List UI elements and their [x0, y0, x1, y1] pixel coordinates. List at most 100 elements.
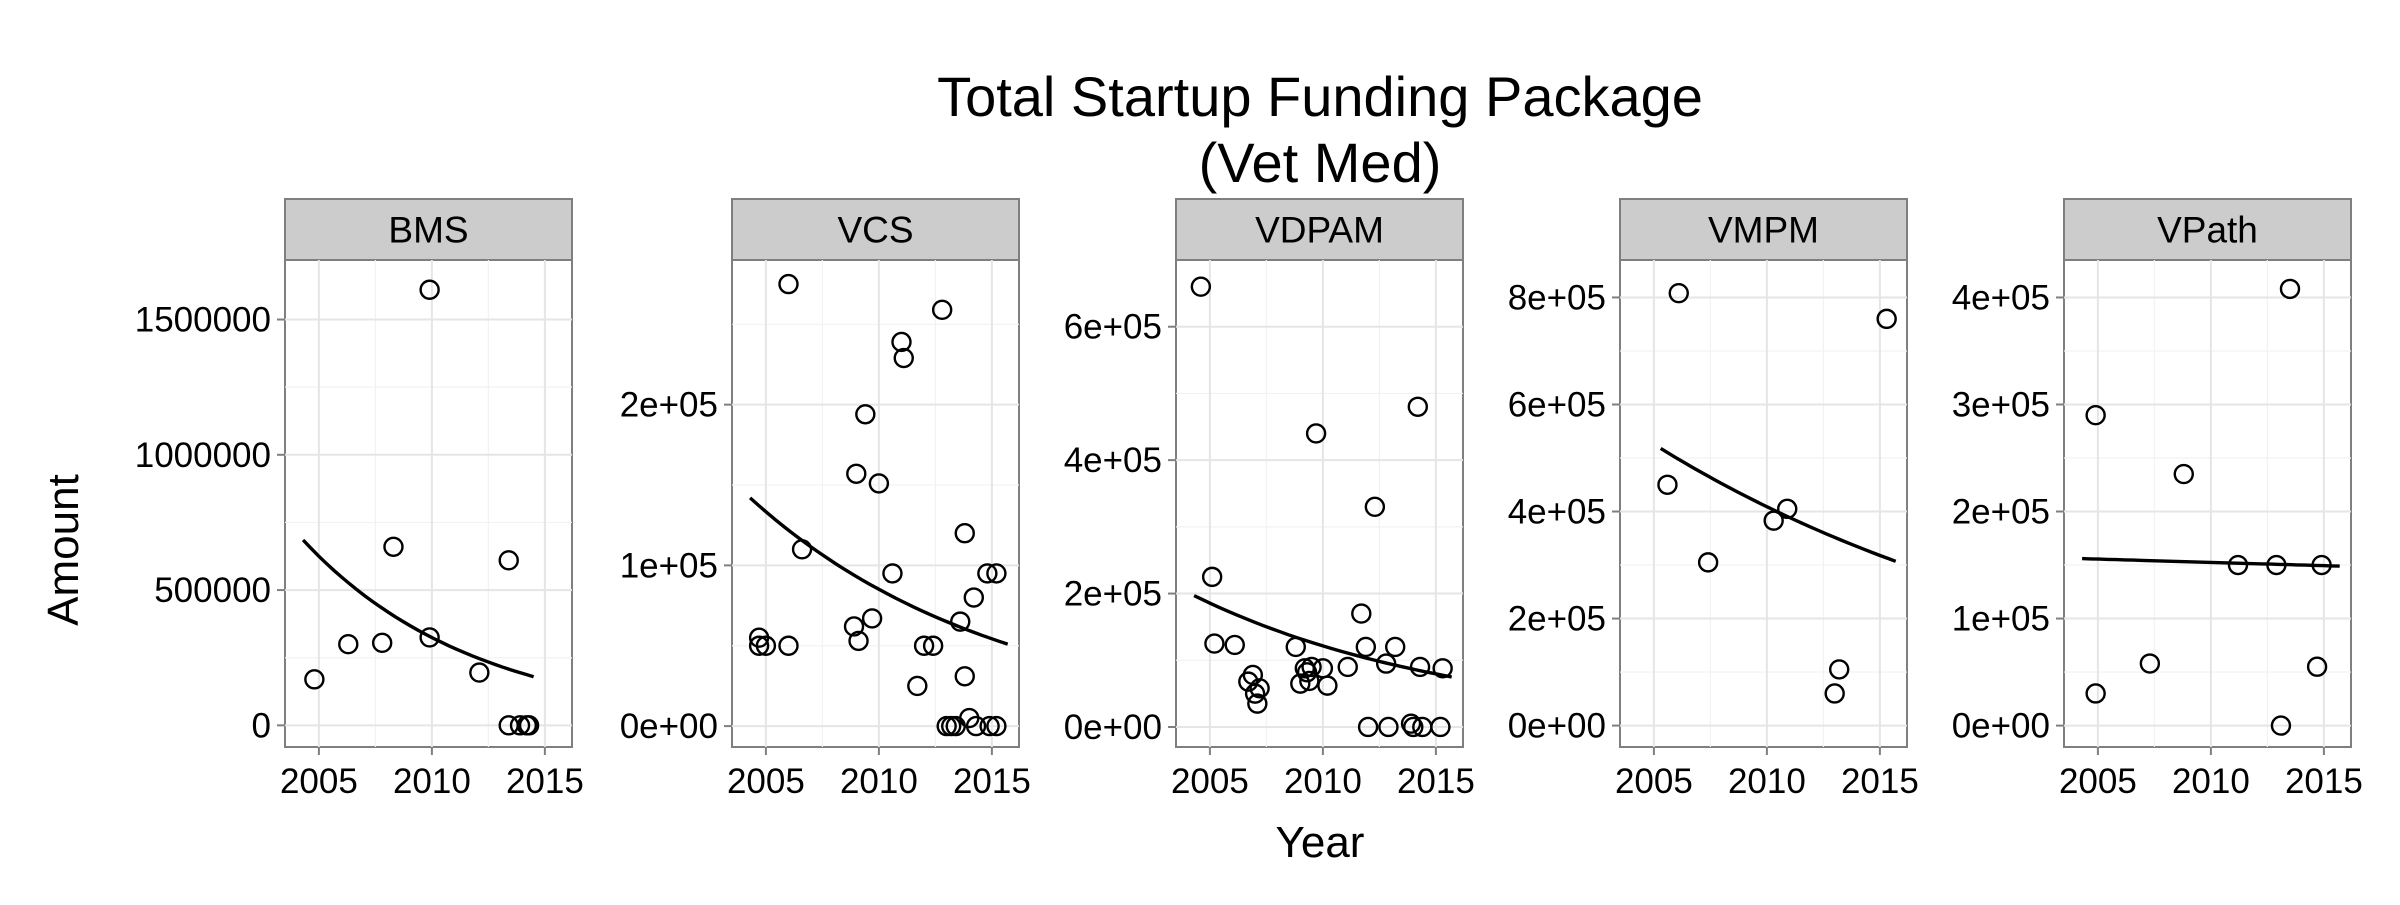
data-point — [963, 587, 985, 608]
y-tick-label: 0e+00 — [1952, 707, 2050, 746]
y-tick-label: 1e+05 — [620, 546, 718, 585]
data-point — [383, 536, 404, 557]
data-point — [419, 279, 440, 300]
data-point — [1430, 716, 1451, 738]
data-point — [509, 715, 531, 736]
y-tick-label: 2e+05 — [1508, 600, 1606, 639]
data-point — [1400, 713, 1422, 734]
chart-title-line-2: (Vet Med) — [1199, 131, 1442, 194]
data-point — [419, 627, 440, 648]
data-point — [304, 669, 325, 690]
data-point — [1305, 423, 1327, 444]
data-point — [1829, 659, 1850, 680]
y-tick-label: 4e+05 — [1952, 278, 2050, 317]
x-tick-label: 2010 — [393, 762, 471, 801]
data-point — [1285, 636, 1306, 658]
data-point — [2085, 683, 2106, 704]
data-point — [1876, 308, 1897, 330]
strip-background — [1175, 198, 1464, 261]
strip-background — [284, 198, 573, 261]
data-point — [977, 563, 998, 584]
trend-line — [1193, 594, 1453, 679]
data-point — [1190, 276, 1212, 297]
strip-label: VCS — [837, 210, 913, 251]
data-point — [1364, 496, 1386, 518]
data-point — [1378, 716, 1399, 738]
x-tick-label: 2010 — [1284, 762, 1362, 801]
panel-background — [2063, 259, 2352, 748]
data-point — [950, 611, 971, 632]
data-point — [1290, 673, 1311, 694]
data-point — [1244, 683, 1266, 704]
data-point — [1357, 716, 1379, 738]
data-point — [2227, 554, 2249, 576]
data-point — [931, 299, 953, 321]
x-tick-label: 2010 — [1728, 762, 1806, 801]
x-tick-label: 2005 — [727, 762, 805, 801]
y-tick-label: 2e+05 — [1952, 493, 2050, 532]
data-point — [986, 715, 1007, 737]
data-point — [2306, 656, 2328, 677]
y-tick-label: 2e+05 — [1064, 575, 1162, 614]
y-tick-label: 500000 — [154, 571, 271, 610]
data-point — [979, 715, 1000, 737]
data-point — [2139, 653, 2161, 674]
data-point — [1403, 716, 1424, 738]
x-tick-label: 2015 — [506, 762, 584, 801]
x-tick-label: 2015 — [953, 762, 1031, 801]
data-point — [861, 608, 883, 629]
data-point — [1317, 675, 1338, 696]
data-point — [748, 635, 770, 656]
data-point — [338, 633, 359, 655]
y-tick-label: 1000000 — [135, 436, 271, 475]
data-point — [1351, 603, 1372, 624]
panel-background — [284, 259, 573, 748]
data-point — [778, 273, 799, 295]
trend-line — [2082, 556, 2340, 568]
y-tick-label: 1e+05 — [1952, 600, 2050, 639]
strip-label: VDPAM — [1255, 210, 1384, 251]
data-point — [1375, 653, 1397, 674]
y-axis-title: Amount — [39, 474, 88, 626]
data-point — [1407, 396, 1429, 417]
data-point — [518, 715, 540, 736]
y-tick-label: 6e+05 — [1064, 308, 1162, 347]
x-tick-label: 2015 — [1397, 762, 1475, 801]
data-point — [1763, 510, 1784, 531]
x-tick-label: 2010 — [840, 762, 918, 801]
data-point — [2266, 554, 2287, 576]
data-point — [848, 630, 869, 652]
data-point — [855, 404, 876, 425]
facet-panels: BMS 2005 2010 2015 0 500000 1000000 1500000 VCS 2… — [135, 198, 2363, 801]
x-tick-label: 2005 — [280, 762, 358, 801]
data-point — [1337, 656, 1358, 678]
x-tick-label: 2015 — [2285, 762, 2363, 801]
data-point — [469, 662, 490, 683]
data-point — [1355, 636, 1377, 658]
panel-bms: BMS 2005 2010 2015 0 500000 1000000 1500000 — [135, 198, 584, 801]
data-point — [1824, 683, 1845, 704]
data-point — [922, 635, 944, 656]
strip-label: VPath — [2157, 210, 2258, 251]
data-point — [1201, 566, 1223, 588]
x-tick-label: 2005 — [1615, 762, 1693, 801]
data-point — [1657, 474, 1678, 495]
x-tick-label: 2005 — [1171, 762, 1249, 801]
data-point — [1299, 670, 1320, 692]
data-point — [2279, 278, 2301, 300]
data-point — [2270, 715, 2292, 736]
trend-line — [301, 538, 535, 679]
data-point — [1204, 633, 1225, 654]
y-tick-label: 0e+00 — [620, 707, 718, 746]
panel-background — [1175, 259, 1464, 748]
y-tick-label: 3e+05 — [1952, 385, 2050, 424]
data-point — [965, 715, 987, 737]
data-point — [371, 632, 393, 654]
data-point — [1301, 656, 1322, 678]
data-point — [1385, 636, 1406, 658]
data-point — [868, 473, 890, 494]
panel-vdpam: VDPAM 2005 2010 2015 0e+00 2e+05 4e+05 6e+05 — [1064, 198, 1475, 801]
data-point — [2085, 404, 2106, 426]
data-point — [907, 675, 928, 697]
